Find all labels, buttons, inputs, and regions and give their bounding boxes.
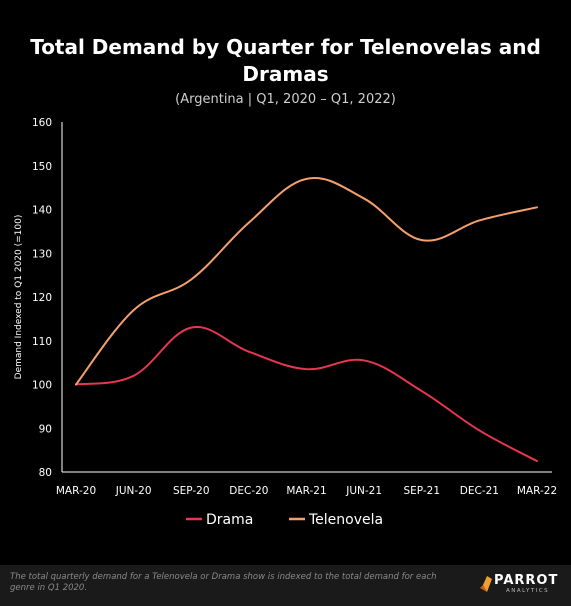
series-lines: [75, 177, 538, 463]
x-tick-label: MAR-21: [286, 485, 326, 497]
series-line-drama: [75, 326, 538, 463]
series-line-telenovela: [75, 177, 538, 386]
x-tick-label: MAR-20: [56, 485, 96, 497]
y-tick-label: 110: [32, 336, 52, 348]
x-tick-label: JUN-21: [345, 485, 382, 497]
chart-title: Total Demand by Quarter for Telenovelas …: [30, 35, 541, 86]
y-tick-labels: 80 90 100 110 120 130 140 150 160: [32, 117, 52, 479]
x-tick-labels: MAR-20 JUN-20 SEP-20 DEC-20 MAR-21 JUN-21 SEP-…: [56, 485, 557, 497]
x-tick-label: SEP-20: [173, 485, 210, 497]
logo-subtitle: ANALYTICS: [506, 588, 550, 594]
legend-label: Drama: [206, 512, 253, 528]
legend: Drama Telenovela: [186, 512, 383, 528]
y-tick-label: 80: [39, 467, 52, 479]
x-tick-label: MAR-22: [517, 485, 557, 497]
legend-label: Telenovela: [308, 512, 383, 528]
footnote: The total quarterly demand for a Telenov…: [10, 572, 437, 593]
y-tick-label: 100: [32, 380, 52, 392]
chart-subtitle: (Argentina | Q1, 2020 – Q1, 2022): [175, 92, 396, 107]
y-tick-label: 130: [32, 248, 52, 260]
y-tick-label: 120: [32, 292, 52, 304]
footer-bar: [0, 565, 571, 606]
y-tick-label: 140: [32, 205, 52, 217]
x-tick-label: DEC-21: [460, 485, 499, 497]
x-tick-label: SEP-21: [403, 485, 440, 497]
parrot-analytics-logo: PARROT ANALYTICS: [478, 573, 568, 599]
y-tick-label: 90: [39, 423, 52, 435]
x-tick-label: DEC-20: [229, 485, 268, 497]
line-chart: Demand Indexed to Q1 2020 (=100) 80 90 100…: [14, 117, 557, 528]
y-tick-label: 160: [32, 117, 52, 129]
y-axis-label: Demand Indexed to Q1 2020 (=100): [14, 215, 24, 380]
parrot-logo-icon: [480, 576, 492, 592]
x-tick-label: JUN-20: [115, 485, 152, 497]
y-tick-label: 150: [32, 161, 52, 173]
chart-axes: Demand Indexed to Q1 2020 (=100): [14, 122, 552, 473]
logo-name: PARROT: [494, 573, 559, 588]
